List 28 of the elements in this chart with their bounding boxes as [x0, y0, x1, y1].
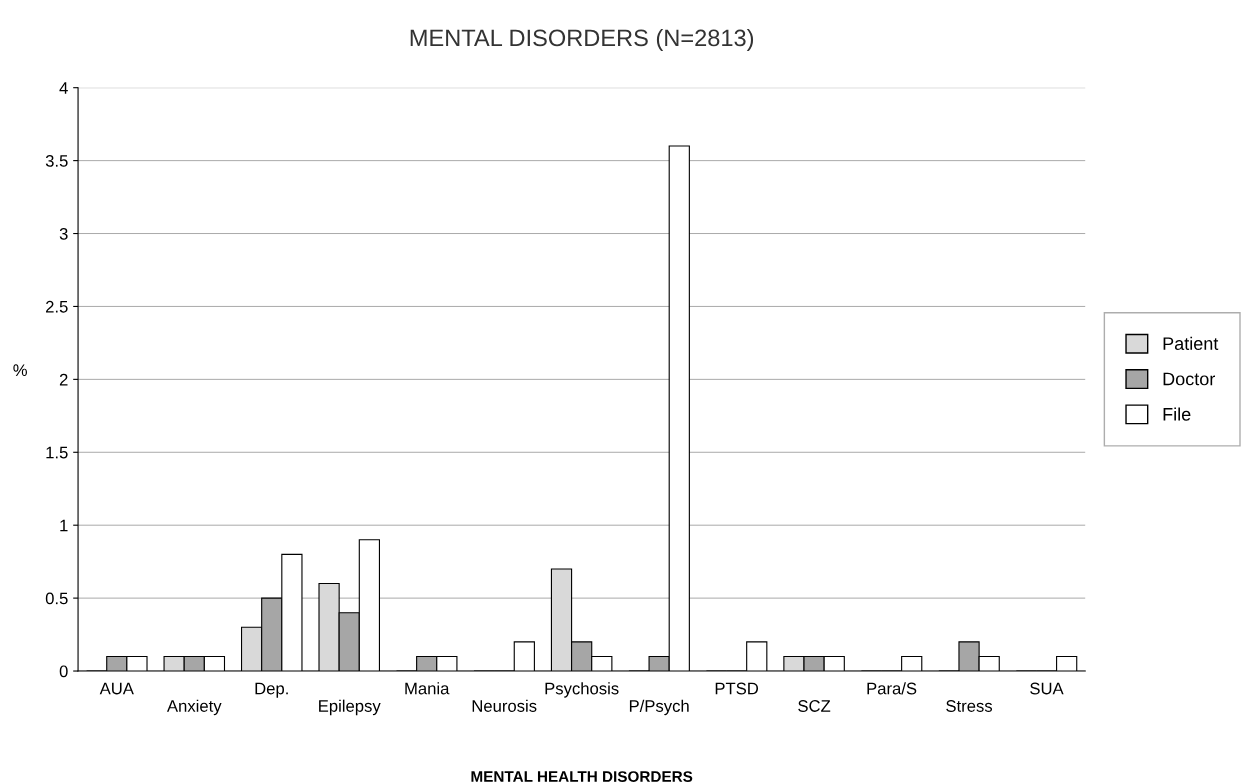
- x-tick-label: Epilepsy: [319, 699, 381, 716]
- y-tick-label: 4: [59, 82, 68, 94]
- chart-title: MENTAL DISORDERS (N=2813): [410, 28, 754, 51]
- x-axis-title: MENTAL HEALTH DISORDERS: [471, 771, 693, 782]
- y-axis-title: %: [13, 364, 27, 376]
- x-tick-label: Para/S: [867, 682, 917, 695]
- x-tick-label: Dep.: [255, 682, 288, 698]
- y-tick-label: 3: [59, 227, 68, 240]
- y-tick-label: 0: [59, 665, 68, 678]
- y-tick-label: 3.5: [45, 155, 68, 167]
- y-tick-label: 0.5: [45, 592, 68, 605]
- x-tick-label: Mania: [405, 682, 450, 695]
- x-tick-label: SCZ: [798, 700, 831, 712]
- x-tick-label: Stress: [946, 700, 993, 712]
- legend-label: Doctor: [1163, 372, 1216, 386]
- x-tick-label: AUA: [99, 682, 134, 695]
- x-tick-label: P/Psych: [629, 699, 689, 716]
- x-tick-label: Anxiety: [166, 699, 222, 716]
- x-tick-label: Psychosis: [545, 682, 619, 698]
- legend-label: File: [1163, 407, 1191, 421]
- y-tick-label: 2.5: [46, 300, 68, 313]
- y-tick-label: 1.5: [46, 446, 68, 459]
- y-tick-label: 1: [60, 519, 68, 532]
- x-tick-label: SUA: [1030, 682, 1064, 695]
- y-tick-label: 2: [59, 373, 68, 386]
- x-tick-label: Neurosis: [472, 699, 537, 712]
- legend-label: Patient: [1163, 336, 1219, 350]
- x-tick-label: PTSD: [715, 682, 759, 695]
